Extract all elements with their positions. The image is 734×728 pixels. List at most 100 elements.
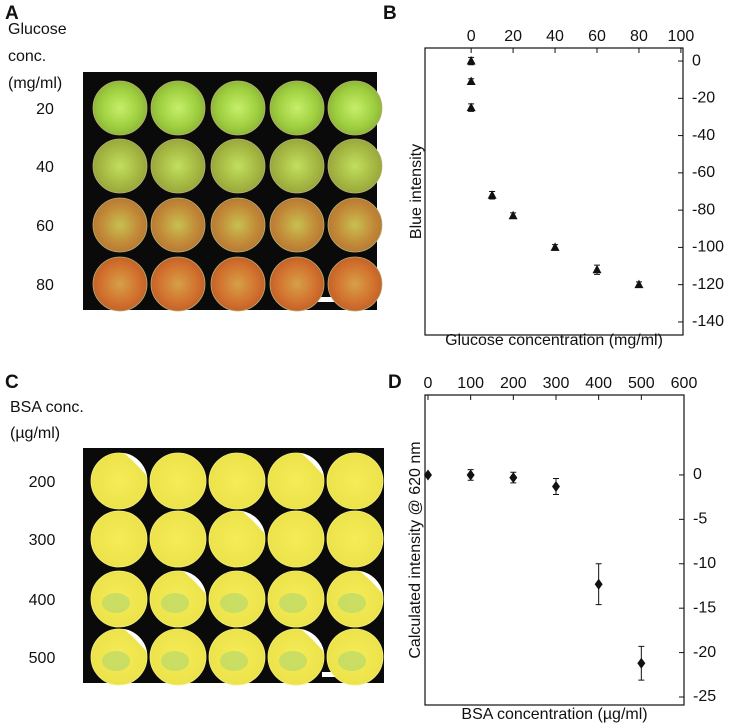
- plot-frame: [424, 394, 685, 706]
- well: [326, 510, 384, 568]
- x-tick-label: 40: [546, 28, 564, 45]
- y-tick-label: -5: [693, 511, 707, 528]
- y-tick-label: -60: [692, 164, 715, 181]
- panel-letter: B: [383, 3, 397, 24]
- photo-label: (mg/ml): [8, 75, 62, 92]
- x-tick-label: 400: [585, 375, 612, 392]
- well: [269, 197, 325, 253]
- photo-label: Glucose: [8, 21, 67, 38]
- y-axis-label: Blue intensity: [408, 144, 425, 239]
- well-patch: [279, 593, 307, 613]
- row-label: 400: [29, 592, 56, 609]
- data-point: [466, 56, 476, 65]
- y-tick-label: -80: [692, 201, 715, 218]
- photo-label: (µg/ml): [10, 425, 60, 442]
- well-patch: [161, 651, 189, 671]
- data-point: [466, 102, 476, 112]
- data-point: [550, 242, 560, 251]
- well: [267, 510, 325, 568]
- y-tick-label: -140: [692, 313, 724, 330]
- x-tick-label: 80: [630, 28, 648, 45]
- well: [326, 452, 384, 510]
- data-point: [487, 190, 497, 199]
- y-tick-label: -25: [693, 688, 716, 705]
- y-tick-label: -10: [693, 555, 716, 572]
- well-patch: [220, 651, 248, 671]
- well: [269, 80, 325, 136]
- data-point: [508, 210, 518, 220]
- row-label: 80: [36, 277, 54, 294]
- x-tick-label: 60: [588, 28, 606, 45]
- x-axis-label: BSA concentration (µg/ml): [461, 706, 647, 723]
- panel-letter: A: [5, 3, 19, 24]
- data-point: [637, 657, 646, 669]
- well-patch: [161, 593, 189, 613]
- row-label: 20: [36, 101, 54, 118]
- data-point: [509, 472, 518, 484]
- plot-frame: [424, 47, 684, 336]
- data-point: [466, 76, 476, 86]
- x-tick-label: 600: [671, 375, 698, 392]
- well: [150, 197, 206, 253]
- well: [150, 138, 206, 194]
- x-tick-label: 100: [457, 375, 484, 392]
- well: [90, 452, 148, 510]
- row-label: 40: [36, 159, 54, 176]
- well: [269, 138, 325, 194]
- data-point: [423, 469, 432, 481]
- panel-letter: D: [388, 372, 402, 393]
- row-label: 200: [29, 474, 56, 491]
- well: [90, 510, 148, 568]
- data-point: [466, 469, 475, 481]
- well: [150, 80, 206, 136]
- well-patch: [220, 593, 248, 613]
- well: [327, 138, 383, 194]
- well: [267, 452, 325, 510]
- y-tick-label: -20: [693, 644, 716, 661]
- well: [210, 197, 266, 253]
- y-tick-label: 0: [692, 52, 701, 69]
- well: [208, 452, 266, 510]
- well: [210, 80, 266, 136]
- x-axis-label: Glucose concentration (mg/ml): [445, 332, 663, 349]
- x-tick-label: 0: [424, 375, 433, 392]
- well: [92, 80, 148, 136]
- well: [92, 256, 148, 312]
- well: [327, 256, 383, 312]
- row-label: 500: [29, 650, 56, 667]
- y-tick-label: -40: [692, 127, 715, 144]
- well: [327, 80, 383, 136]
- well-patch: [102, 651, 130, 671]
- well: [149, 510, 207, 568]
- data-point: [634, 279, 644, 289]
- y-tick-label: -20: [692, 90, 715, 107]
- x-tick-label: 200: [500, 375, 527, 392]
- well: [208, 510, 266, 568]
- x-tick-label: 300: [543, 375, 570, 392]
- y-tick-label: -15: [693, 599, 716, 616]
- row-label: 60: [36, 218, 54, 235]
- well: [210, 138, 266, 194]
- well: [92, 138, 148, 194]
- well: [92, 197, 148, 253]
- well-patch: [279, 651, 307, 671]
- photo-label: BSA conc.: [10, 399, 84, 416]
- well: [150, 256, 206, 312]
- well-patch: [338, 651, 366, 671]
- x-tick-label: 20: [504, 28, 522, 45]
- well: [327, 197, 383, 253]
- photo-label: conc.: [8, 48, 46, 65]
- well-patch: [102, 593, 130, 613]
- x-tick-label: 0: [467, 28, 476, 45]
- well-patch: [338, 593, 366, 613]
- well: [210, 256, 266, 312]
- row-label: 300: [29, 532, 56, 549]
- y-axis-label: Calculated intensity @ 620 nm: [407, 441, 424, 658]
- data-point: [551, 480, 560, 492]
- y-tick-label: -100: [692, 239, 724, 256]
- x-tick-label: 100: [668, 28, 695, 45]
- data-point: [594, 578, 603, 590]
- x-tick-label: 500: [628, 375, 655, 392]
- y-tick-label: 0: [693, 466, 702, 483]
